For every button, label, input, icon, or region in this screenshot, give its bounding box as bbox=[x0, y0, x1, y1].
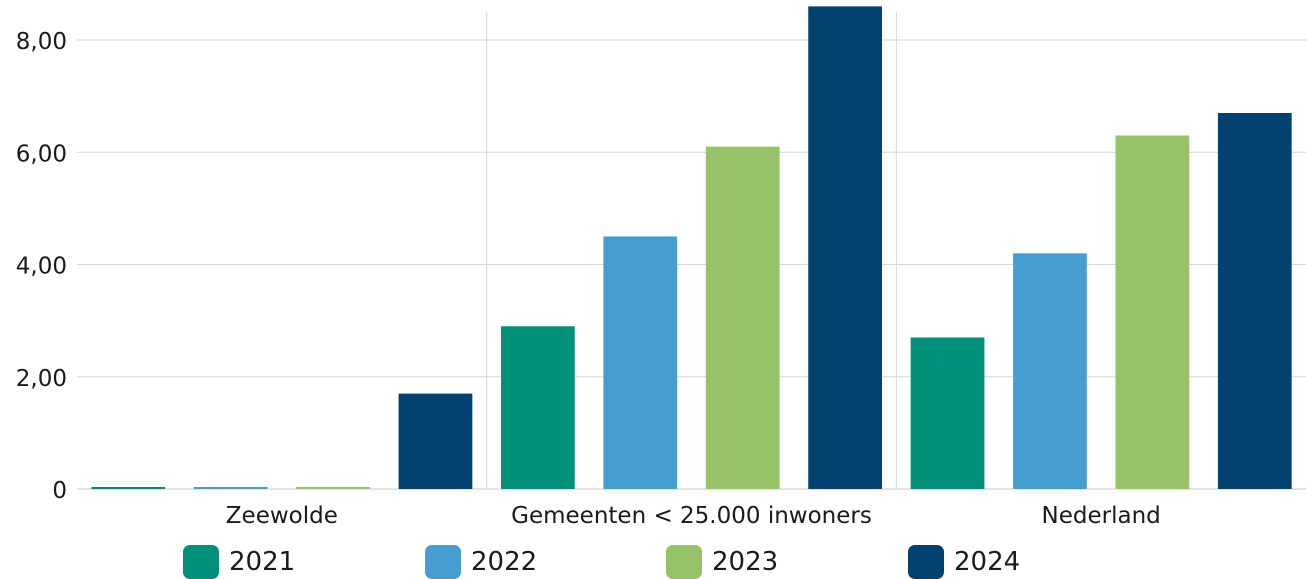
y-tick-label: 6,00 bbox=[16, 141, 67, 167]
legend-item-2023: 2023 bbox=[666, 545, 778, 579]
legend-item-2021: 2021 bbox=[183, 545, 295, 579]
legend-label-2021: 2021 bbox=[229, 545, 295, 579]
legend-item-2022: 2022 bbox=[425, 545, 537, 579]
legend-swatch-2024 bbox=[908, 545, 944, 579]
legend-swatch-2022 bbox=[425, 545, 461, 579]
legend-swatch-2023 bbox=[666, 545, 702, 579]
bar-2023-1 bbox=[296, 487, 370, 489]
legend: 2021 2022 2023 2024 bbox=[0, 541, 1306, 579]
bar-2021-2 bbox=[501, 326, 575, 489]
bar-2021-1 bbox=[91, 487, 165, 489]
y-tick-label: 0 bbox=[52, 478, 67, 504]
legend-swatch-2021 bbox=[183, 545, 219, 579]
legend-label-2022: 2022 bbox=[471, 545, 537, 579]
legend-item-2024: 2024 bbox=[908, 545, 1020, 579]
x-category-label: Nederland bbox=[1042, 503, 1161, 529]
legend-label-2023: 2023 bbox=[712, 545, 778, 579]
bar-2023-3 bbox=[1116, 135, 1190, 489]
legend-label-2024: 2024 bbox=[954, 545, 1020, 579]
x-category-label: Gemeenten < 25.000 inwoners bbox=[511, 503, 872, 529]
bar-2023-2 bbox=[706, 147, 780, 489]
bar-2022-2 bbox=[603, 236, 677, 489]
y-tick-label: 8,00 bbox=[16, 29, 67, 55]
y-tick-label: 4,00 bbox=[16, 254, 67, 280]
bar-2022-1 bbox=[194, 487, 268, 489]
bar-chart: 0 2,00 4,00 6,00 8,00 Zeewolde Gemeenten < 25.… bbox=[0, 0, 1306, 545]
bar-2024-1 bbox=[399, 394, 473, 489]
y-tick-label: 2,00 bbox=[16, 366, 67, 392]
bar-2021-3 bbox=[911, 337, 985, 489]
bar-2024-2 bbox=[808, 6, 882, 489]
bar-2022-3 bbox=[1013, 253, 1087, 489]
x-category-label: Zeewolde bbox=[226, 503, 338, 529]
bar-2024-3 bbox=[1218, 113, 1292, 489]
